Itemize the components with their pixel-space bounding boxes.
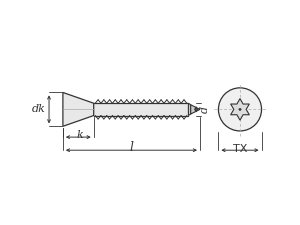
Text: d: d [200, 106, 210, 113]
Polygon shape [188, 103, 191, 116]
Text: l: l [129, 141, 134, 154]
Circle shape [239, 108, 241, 110]
Polygon shape [231, 99, 249, 120]
Polygon shape [94, 103, 188, 116]
Text: dk: dk [31, 104, 45, 114]
Text: k: k [76, 130, 83, 140]
Text: TX: TX [233, 144, 247, 154]
Circle shape [218, 88, 262, 131]
Polygon shape [63, 92, 94, 126]
Polygon shape [191, 105, 200, 114]
